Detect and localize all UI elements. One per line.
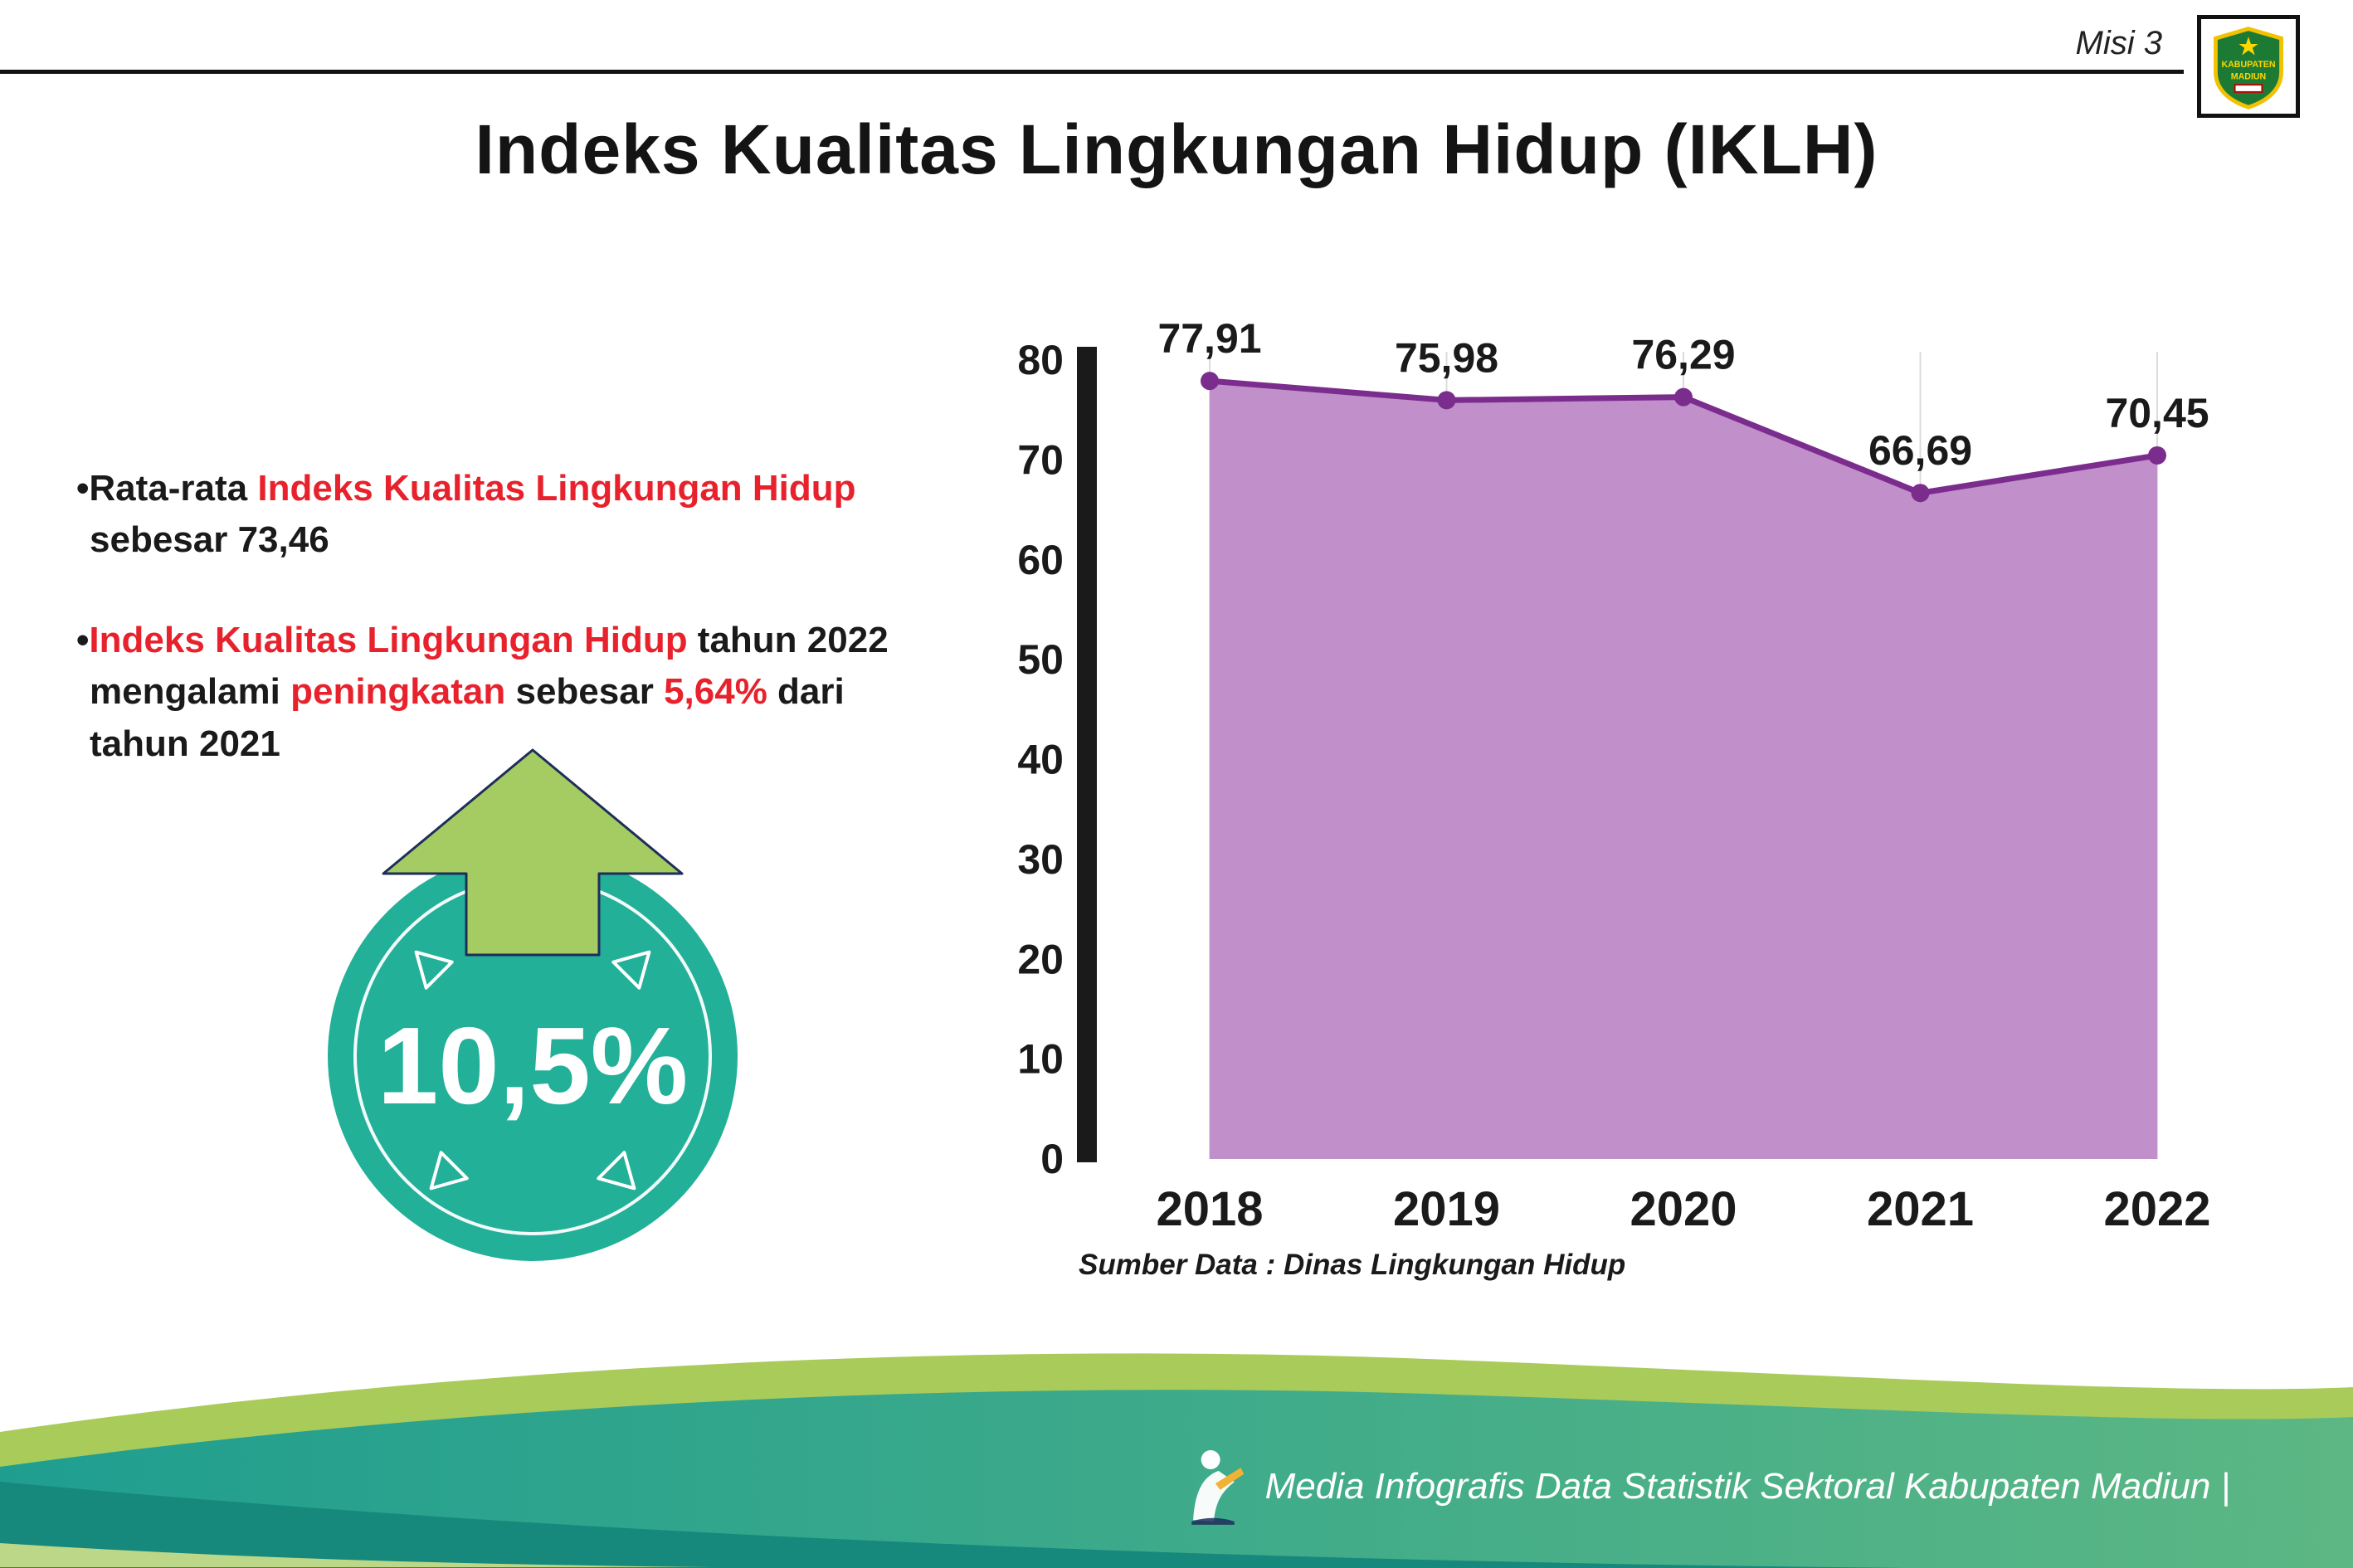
misi-label: Misi 3: [2075, 25, 2162, 61]
y-tick-label: 0: [1040, 1136, 1064, 1182]
y-tick-label: 30: [1017, 836, 1064, 883]
bullet2-text2: mengalami: [90, 671, 291, 713]
bullet1-line2: sebesar 73,46: [90, 519, 329, 561]
triangle-decoration-icon: [597, 1151, 636, 1191]
bullet-average-iklh: •Rata-rata Indeks Kualitas Lingkungan Hi…: [76, 463, 1006, 567]
footer-wave-stripe: [0, 1543, 714, 1567]
data-point: [1201, 372, 1219, 391]
bullet2-line1: •Indeks Kualitas Lingkungan Hidup tahun …: [76, 615, 1006, 666]
triangle-decoration-icon: [429, 1151, 469, 1191]
footer-wave-main: [0, 1390, 2353, 1568]
top-rule: [0, 70, 2184, 74]
increase-badge: 10,5%: [328, 748, 738, 1261]
x-tick-label: 2018: [1156, 1182, 1263, 1236]
mascot-icon: [1191, 1450, 1244, 1525]
kabupaten-madiun-crest: KABUPATEN MADIUN: [2214, 27, 2283, 110]
iklh-chart: 0 10 20 30 40 50 60 70 80 77,91 75,98 76,29 66,69 70,…: [1017, 315, 2210, 1236]
x-tick-label: 2021: [1867, 1182, 1974, 1236]
logo-top-text: KABUPATEN: [2221, 60, 2275, 70]
logo-bottom-text: MADIUN: [2231, 71, 2266, 81]
bullet1-highlight: Indeks Kualitas Lingkungan Hidup: [257, 468, 856, 509]
bullet2-highlight1: Indeks Kualitas Lingkungan Hidup: [89, 619, 688, 660]
bullet2-text4: dari: [767, 671, 845, 713]
data-point: [1911, 484, 1930, 503]
x-tick-label: 2019: [1393, 1182, 1500, 1236]
value-label: 70,45: [2105, 390, 2209, 436]
value-label: 77,91: [1157, 315, 1261, 362]
y-axis: [1077, 347, 1097, 1162]
kabupaten-madiun-logo: KABUPATEN MADIUN: [2197, 15, 2300, 118]
page-title: Indeks Kualitas Lingkungan Hidup (IKLH): [475, 110, 1878, 188]
bullet1-line1: •Rata-rata Indeks Kualitas Lingkungan Hi…: [76, 463, 1006, 514]
bullet2-line3: tahun 2021: [90, 723, 280, 764]
crest-shield: [2214, 27, 2283, 110]
footer-waves: [0, 1353, 2353, 1568]
footer-caption-text: Media Infografis Data Statistik Sektoral…: [1264, 1466, 2230, 1507]
area-fill: [1210, 381, 2157, 1159]
triangle-decoration-icon: [414, 950, 454, 990]
bullet2-highlight2: peningkatan: [290, 671, 506, 713]
badge-value: 10,5%: [378, 1005, 688, 1127]
footer-wave-dark: [0, 1482, 1908, 1568]
bullet-dot: •: [76, 468, 90, 509]
y-tick-label: 60: [1017, 537, 1064, 583]
x-tick-label: 2020: [1630, 1182, 1737, 1236]
y-tick-label: 50: [1017, 636, 1064, 683]
data-point: [1674, 387, 1693, 407]
crest-banner: [2234, 84, 2263, 93]
data-point: [1437, 391, 1456, 410]
y-tick-label: 10: [1017, 1036, 1064, 1083]
y-tick-label: 40: [1017, 737, 1064, 783]
value-label: 76,29: [1631, 332, 1735, 378]
badge-circle: [328, 851, 738, 1261]
y-tick-label: 20: [1017, 936, 1064, 982]
chart-source: Sumber Data : Dinas Lingkungan Hidup: [1079, 1249, 1626, 1281]
bullet2-line2: mengalami peningkatan sebesar 5,64% dari: [76, 666, 1006, 718]
up-arrow-icon: [382, 748, 684, 957]
triangle-decoration-icon: [611, 950, 651, 990]
y-tick-label: 80: [1017, 337, 1064, 383]
bullet1-text: Rata-rata: [89, 468, 258, 509]
bullet2-highlight3: 5,64%: [664, 671, 767, 713]
crest-star-icon: [2239, 37, 2258, 56]
value-label: 66,69: [1868, 427, 1972, 474]
bullet-dot: •: [76, 619, 90, 660]
y-tick-label: 70: [1017, 436, 1064, 483]
bullet-increase-2022: •Indeks Kualitas Lingkungan Hidup tahun …: [76, 615, 1006, 770]
x-tick-label: 2022: [2103, 1182, 2210, 1236]
summary-bullets: •Rata-rata Indeks Kualitas Lingkungan Hi…: [76, 463, 1006, 818]
value-label: 75,98: [1395, 334, 1498, 381]
bullet2-text1: tahun 2022: [687, 619, 889, 660]
footer-caption: Media Infografis Data Statistik Sektoral…: [1177, 1447, 2230, 1527]
bullet2-text3: sebesar: [505, 671, 665, 713]
data-point: [2148, 446, 2166, 465]
